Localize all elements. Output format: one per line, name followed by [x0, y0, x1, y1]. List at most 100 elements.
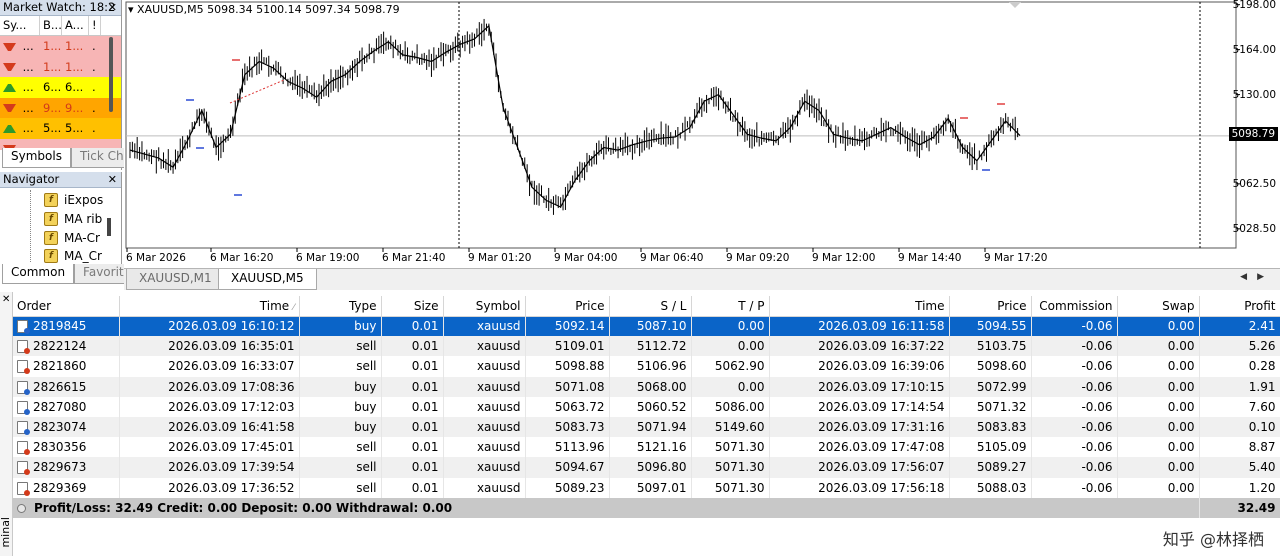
col-commission[interactable]: Commission [1031, 296, 1118, 317]
terminal-panel: ✕ minal Order Time ⁄ Type Size Symbol Pr… [0, 292, 1280, 556]
col-order[interactable]: Order [13, 296, 120, 317]
cell-open-time: 2026.03.09 17:39:54 [119, 457, 300, 478]
col-price[interactable]: Price [525, 296, 610, 317]
cell-type: sell [299, 356, 382, 377]
x-tick-label: 6 Mar 2026 [126, 252, 186, 264]
y-tick-label: 5028.50 [1232, 222, 1276, 235]
tab-tick-chart[interactable]: Tick Ch [70, 148, 133, 168]
navigator-item[interactable]: f MA-Cr [44, 229, 104, 247]
close-icon[interactable]: ✕ [107, 173, 117, 186]
current-price-tag: 5098.79 [1228, 127, 1278, 141]
col-symbol[interactable]: Sy... [0, 16, 40, 35]
cell-sl: 5112.72 [609, 336, 692, 357]
market-watch-symbol-text: ... [22, 80, 34, 94]
cell-symbol: xauusd [443, 396, 526, 417]
table-row[interactable]: 2829673 2026.03.09 17:39:54 sell 0.01 xauusd… [13, 457, 1280, 478]
col-size[interactable]: Size [381, 296, 444, 317]
col-close-price[interactable]: Price [949, 296, 1032, 317]
table-row[interactable]: 2823074 2026.03.09 16:41:58 buy 0.01 xauusd 5… [13, 416, 1280, 438]
market-watch-row[interactable]: ... 9... 9.... [0, 97, 121, 118]
cell-tp: 0.00 [691, 316, 770, 337]
cell-sl: 5096.80 [609, 457, 692, 478]
col-bid[interactable]: B... [40, 16, 62, 35]
arrow-up-icon [3, 124, 16, 133]
table-row[interactable]: 2829369 2026.03.09 17:36:52 sell 0.01 xauusd… [13, 477, 1280, 498]
cell-type: sell [299, 336, 382, 357]
cell-commission: -0.06 [1031, 316, 1118, 337]
navigator-item[interactable]: f iExpos [44, 191, 104, 209]
table-row[interactable]: 2827080 2026.03.09 17:12:03 buy 0.01 xauusd 5… [13, 396, 1280, 417]
cell-tp: 5086.00 [691, 396, 770, 417]
cell-symbol: xauusd [443, 316, 526, 337]
cell-open-time: 2026.03.09 16:10:12 [119, 316, 300, 337]
tab-common[interactable]: Common [2, 264, 75, 284]
indicator-icon: f [44, 249, 58, 263]
tab-chart-m1[interactable]: XAUUSD,M1 [126, 269, 225, 290]
arrow-down-icon [3, 104, 16, 112]
table-row[interactable]: 2822124 2026.03.09 16:35:01 sell 0.01 xauusd… [13, 336, 1280, 357]
tab-favorites[interactable]: Favorit [74, 264, 133, 284]
table-row[interactable]: 2819845 2026.03.09 16:10:12 buy 0.01 xauusd 5… [13, 316, 1280, 337]
cell-close-time: 2026.03.09 17:56:18 [769, 477, 950, 498]
arrow-down-icon [3, 42, 16, 51]
table-header-row: Order Time ⁄ Type Size Symbol Price S / … [13, 296, 1280, 317]
x-tick-label: 9 Mar 04:00 [554, 252, 618, 264]
market-watch-row[interactable]: ... 5... 5.... [0, 118, 121, 139]
chart-menu-icon[interactable]: ▾ [128, 3, 134, 16]
col-spread[interactable]: ! [89, 16, 101, 35]
cell-open-time: 2026.03.09 17:12:03 [119, 396, 300, 417]
navigator-title-text: Navigator [3, 172, 60, 186]
price-chart[interactable]: ▾ XAUUSD,M5 5098.34 5100.14 5097.34 5098… [124, 0, 1280, 268]
cell-close-time: 2026.03.09 16:39:06 [769, 356, 950, 377]
market-watch-row[interactable]: ... 1... 1.... [0, 56, 121, 77]
navigator-item[interactable]: f MA rib [44, 210, 104, 228]
market-watch-ask: ... [65, 141, 76, 150]
cell-close-price: 5103.75 [949, 336, 1032, 357]
col-time[interactable]: Time ⁄ [119, 296, 300, 317]
col-ask[interactable]: A... [62, 16, 89, 35]
tab-chart-m5[interactable]: XAUUSD,M5 [218, 269, 317, 290]
market-watch-scrollbar[interactable] [109, 37, 113, 112]
cell-symbol: xauusd [443, 457, 526, 478]
market-watch-ask: 9... [65, 100, 84, 115]
indicator-icon: f [44, 231, 58, 245]
col-close-time[interactable]: Time [769, 296, 950, 317]
navigator-scrollbar[interactable] [107, 218, 111, 236]
cell-profit: 0.10 [1199, 416, 1280, 438]
market-watch-panel: Market Watch: 18:2 ✕ Sy... B... A... ! .… [0, 0, 133, 170]
cell-order: 2830356 [13, 437, 120, 458]
col-type[interactable]: Type [299, 296, 382, 317]
table-row[interactable]: 2826615 2026.03.09 17:08:36 buy 0.01 xauusd 5… [13, 376, 1280, 397]
col-profit[interactable]: Profit [1199, 296, 1280, 317]
col-tp[interactable]: T / P [691, 296, 770, 317]
col-symbol[interactable]: Symbol [443, 296, 526, 317]
summary-row: Profit/Loss: 32.49 Credit: 0.00 Deposit:… [13, 497, 1280, 518]
price-series-line [129, 24, 1021, 208]
cell-open-time: 2026.03.09 17:45:01 [119, 437, 300, 458]
market-watch-row[interactable]: .......... [0, 138, 121, 150]
cell-size: 0.01 [381, 437, 444, 458]
market-watch-bid: 1... [43, 59, 62, 74]
col-sl[interactable]: S / L [609, 296, 692, 317]
chart-canvas[interactable] [124, 0, 1280, 268]
cell-swap: 0.00 [1117, 477, 1200, 498]
market-watch-spread: . [92, 141, 96, 150]
history-table: Order Time ⁄ Type Size Symbol Price S / … [13, 296, 1280, 518]
close-icon[interactable]: ✕ [107, 1, 117, 14]
market-watch-bid: 6... [43, 80, 62, 94]
plot-area [125, 1, 1237, 249]
cell-symbol: xauusd [443, 336, 526, 357]
table-row[interactable]: 2821860 2026.03.09 16:33:07 sell 0.01 xauusd… [13, 356, 1280, 377]
cell-order: 2829369 [13, 477, 120, 498]
tab-scroll-arrows[interactable]: ◀▶ [1240, 272, 1274, 282]
cell-size: 0.01 [381, 336, 444, 357]
market-watch-row[interactable]: ... 1... 1.... [0, 36, 121, 57]
tab-symbols[interactable]: Symbols [2, 148, 71, 168]
table-row[interactable]: 2830356 2026.03.09 17:45:01 sell 0.01 xauusd… [13, 437, 1280, 458]
col-swap[interactable]: Swap [1117, 296, 1200, 317]
market-watch-row[interactable]: ... 6... 6.... [0, 77, 121, 98]
close-icon[interactable]: ✕ [2, 294, 11, 305]
y-tick-label: 5062.50 [1232, 177, 1276, 190]
navigator-item[interactable]: f MA_Cr [44, 247, 104, 265]
cell-price: 5094.67 [525, 457, 610, 478]
